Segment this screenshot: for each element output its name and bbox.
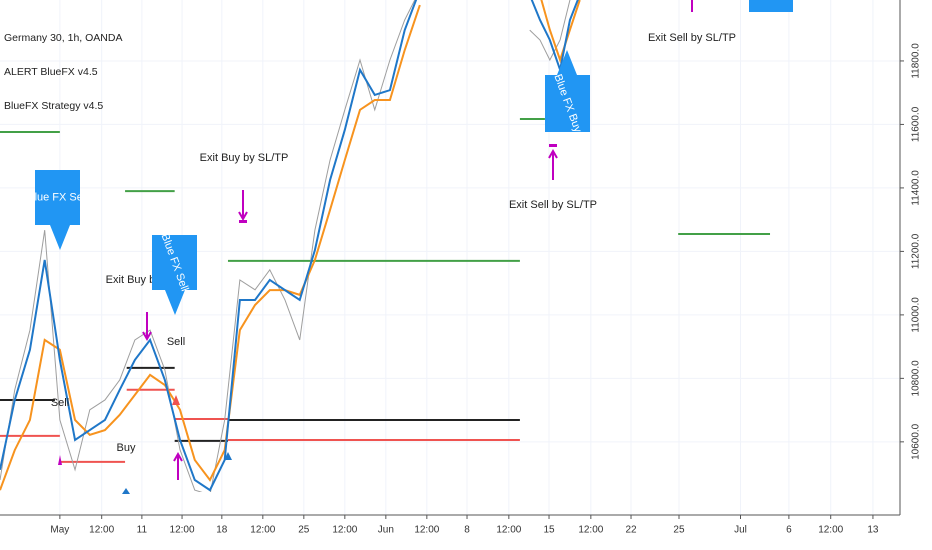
header-line: Germany 30, 1h, OANDA <box>4 32 122 44</box>
x-tick-label: 12:00 <box>332 525 357 536</box>
annotation: Exit Sell by SL/TP <box>648 32 736 44</box>
plot-area <box>0 0 771 492</box>
buy-marker <box>122 488 130 494</box>
exit-arrow <box>238 190 248 222</box>
price-line <box>0 4 421 491</box>
callout-box <box>545 75 590 132</box>
x-tick-label: 11 <box>137 525 148 536</box>
exit-marker <box>239 220 247 223</box>
x-tick-label: 12:00 <box>578 525 603 536</box>
y-tick-label: 11400.0 <box>911 170 922 206</box>
x-tick-label: 12:00 <box>818 525 843 536</box>
y-tick-label: 11800.0 <box>911 43 922 79</box>
buy-marker <box>224 452 232 460</box>
callout-box <box>35 170 80 225</box>
header-line: BlueFX Strategy v4.5 <box>4 100 103 112</box>
x-tick-label: Jul <box>734 525 747 536</box>
x-tick-label: 12:00 <box>89 525 114 536</box>
callout-tip <box>557 50 577 75</box>
x-tick-label: 12:00 <box>250 525 275 536</box>
price-line <box>540 0 581 64</box>
x-tick-label: 18 <box>216 525 228 536</box>
x-tick-label: 8 <box>464 525 470 536</box>
x-tick-label: May <box>50 525 69 536</box>
callout-box <box>749 0 793 12</box>
exit-arrow <box>548 148 558 180</box>
x-tick-label: 22 <box>625 525 637 536</box>
sell-marker <box>172 395 180 405</box>
x-tick-label: 12:00 <box>496 525 521 536</box>
exit-marker <box>58 455 62 465</box>
annotation: Sell <box>167 336 185 348</box>
callout-tip <box>50 225 70 250</box>
y-tick-label: 11600.0 <box>911 106 922 142</box>
x-tick-label: 15 <box>543 525 555 536</box>
x-tick-label: 13 <box>867 525 879 536</box>
price-line <box>0 0 416 492</box>
annotation: Exit Buy by SL/TP <box>200 152 289 164</box>
grid <box>0 0 900 515</box>
x-tick-label: 25 <box>673 525 685 536</box>
exit-arrow <box>173 451 183 480</box>
exit-arrow <box>142 312 152 342</box>
y-tick-label: 10800.0 <box>911 360 922 397</box>
annotation: Exit Sell by SL/TP <box>509 199 597 211</box>
x-tick-label: 25 <box>298 525 310 536</box>
annotation: Buy <box>117 442 136 454</box>
x-tick-label: 12:00 <box>414 525 439 536</box>
exit-marker <box>549 144 557 147</box>
y-tick-label: 11000.0 <box>911 297 922 333</box>
x-tick-label: Jun <box>378 525 394 536</box>
annotations: Germany 30, 1h, OANDA ALERT BlueFX v4.5 Bl… <box>4 32 736 454</box>
price-line <box>530 0 579 74</box>
axes: 10600.0 10800.0 11000.0 11200.0 11400.0 11600… <box>50 43 921 536</box>
callout-box <box>152 235 197 290</box>
annotation: Sell <box>51 397 69 409</box>
y-tick-label: 11200.0 <box>911 233 922 269</box>
x-tick-label: 12:00 <box>170 525 195 536</box>
price-line <box>529 0 571 62</box>
callout-tip <box>165 290 185 315</box>
header-line: ALERT BlueFX v4.5 <box>4 66 98 78</box>
markers <box>58 0 793 494</box>
y-tick-label: 10600.0 <box>911 423 922 460</box>
price-line <box>0 0 418 492</box>
x-tick-label: 6 <box>786 525 792 536</box>
callout-label: Blue FX Sell <box>27 191 88 203</box>
